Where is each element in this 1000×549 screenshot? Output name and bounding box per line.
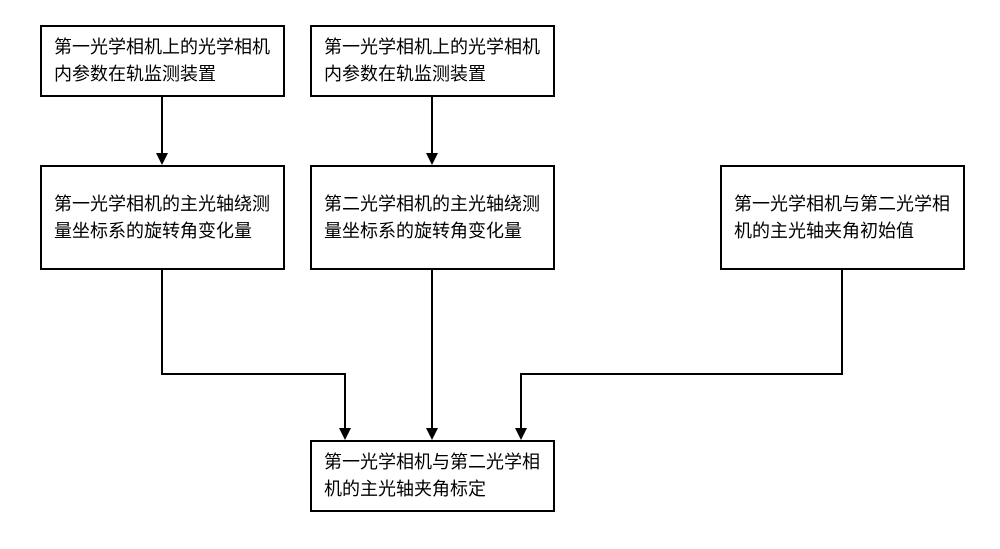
arrow-line bbox=[344, 373, 346, 430]
arrow-line bbox=[431, 97, 433, 155]
arrow-line bbox=[161, 373, 346, 375]
arrow-line bbox=[841, 270, 843, 375]
node-mid-right: 第一光学相机与第二光学相机的主光轴夹角初始值 bbox=[720, 165, 965, 270]
arrow-line bbox=[161, 97, 163, 155]
node-top-right: 第一光学相机上的光学相机内参数在轨监测装置 bbox=[310, 25, 555, 97]
node-mid-left: 第一光学相机的主光轴绕测量坐标系的旋转角变化量 bbox=[40, 165, 285, 270]
arrow-line bbox=[161, 270, 163, 375]
node-mid-left-text: 第一光学相机的主光轴绕测量坐标系的旋转角变化量 bbox=[54, 191, 271, 245]
node-top-left: 第一光学相机上的光学相机内参数在轨监测装置 bbox=[40, 25, 285, 97]
arrow-head-icon bbox=[426, 153, 438, 165]
arrow-line bbox=[520, 373, 843, 375]
arrow-line bbox=[431, 270, 433, 430]
node-mid-right-text: 第一光学相机与第二光学相机的主光轴夹角初始值 bbox=[734, 191, 951, 245]
node-bottom: 第一光学相机与第二光学相机的主光轴夹角标定 bbox=[310, 440, 555, 512]
arrow-line bbox=[520, 373, 522, 430]
node-mid-center-text: 第二光学相机的主光轴绕测量坐标系的旋转角变化量 bbox=[324, 191, 541, 245]
arrow-head-icon bbox=[515, 428, 527, 440]
arrow-head-icon bbox=[426, 428, 438, 440]
node-top-left-text: 第一光学相机上的光学相机内参数在轨监测装置 bbox=[54, 34, 271, 88]
arrow-head-icon bbox=[156, 153, 168, 165]
node-bottom-text: 第一光学相机与第二光学相机的主光轴夹角标定 bbox=[324, 449, 541, 503]
node-mid-center: 第二光学相机的主光轴绕测量坐标系的旋转角变化量 bbox=[310, 165, 555, 270]
node-top-right-text: 第一光学相机上的光学相机内参数在轨监测装置 bbox=[324, 34, 541, 88]
arrow-head-icon bbox=[339, 428, 351, 440]
